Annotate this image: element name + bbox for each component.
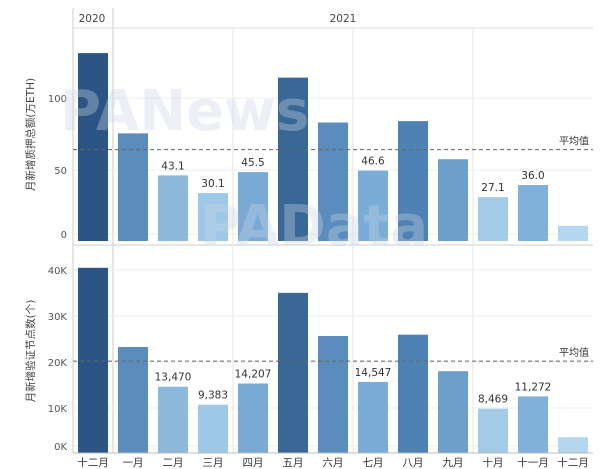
y-tick-label: 40K xyxy=(48,266,68,277)
bar xyxy=(198,193,228,241)
bar xyxy=(318,336,348,453)
bar xyxy=(158,175,188,241)
x-tick-label: 十月 xyxy=(483,456,504,469)
x-tick-label: 十二月 xyxy=(557,456,589,469)
watermark-panews: PANews xyxy=(60,79,309,144)
data-label: 27.1 xyxy=(481,182,504,194)
data-label: 36.0 xyxy=(521,170,544,182)
bar xyxy=(118,347,148,453)
x-tick-label: 七月 xyxy=(363,457,384,469)
x-tick-label: 二月 xyxy=(163,457,184,469)
data-label: 30.1 xyxy=(201,178,224,190)
data-label: 9,383 xyxy=(198,390,228,402)
x-tick-label: 九月 xyxy=(443,457,464,469)
bar xyxy=(118,133,148,241)
bar xyxy=(518,185,548,241)
bar xyxy=(78,267,108,453)
bar xyxy=(518,396,548,453)
bar xyxy=(198,404,228,453)
x-tick-label: 一月 xyxy=(123,457,144,469)
x-tick-label: 五月 xyxy=(283,457,304,469)
bar xyxy=(158,386,188,453)
year-label-2021: 2021 xyxy=(330,13,357,25)
bar xyxy=(558,225,588,241)
bar xyxy=(318,122,348,241)
y-axis-title: 月新增验证节点数(个) xyxy=(24,300,37,403)
y-tick-label: 50 xyxy=(54,166,67,177)
y-tick-label: 0 xyxy=(61,230,67,241)
y-tick-label: 20K xyxy=(48,358,68,369)
average-label: 平均值 xyxy=(559,135,589,148)
average-label: 平均值 xyxy=(559,346,589,359)
bar xyxy=(478,197,508,241)
bar xyxy=(238,383,268,453)
data-label: 13,470 xyxy=(155,372,192,384)
data-label: 11,272 xyxy=(515,381,552,393)
x-axis: 十二月 一月 二月 三月 四月 五月 六月 七月 八月 九月 十月 十一月 十二月 xyxy=(73,452,593,469)
x-tick-label: 十一月 xyxy=(517,456,549,469)
bar xyxy=(438,159,468,241)
data-label: 14,207 xyxy=(235,368,272,380)
bar xyxy=(358,381,388,453)
y-axis-title: 月新增质押总额(万ETH) xyxy=(24,78,37,191)
bar xyxy=(438,371,468,453)
year-header: 2020 2021 xyxy=(79,13,357,25)
panel-top: 0 50 100 月新增质押总额(万ETH) 43.1 30.1 45.5 46.6 27.1 3… xyxy=(24,53,593,242)
bar xyxy=(278,77,308,241)
watermark-padata: PAData xyxy=(200,194,428,259)
bar xyxy=(558,437,588,453)
x-tick-label: 十二月 xyxy=(77,456,109,469)
x-tick-label: 四月 xyxy=(243,457,264,469)
bar xyxy=(78,53,108,242)
bar xyxy=(398,334,428,453)
x-tick-label: 六月 xyxy=(323,457,344,469)
data-label: 8,469 xyxy=(478,394,508,406)
x-tick-label: 三月 xyxy=(203,457,224,469)
year-label-2020: 2020 xyxy=(79,13,106,25)
chart-frame xyxy=(72,8,593,453)
data-label: 14,547 xyxy=(355,367,392,379)
data-label: 46.6 xyxy=(361,156,385,168)
panel-bottom: 0K 10K 20K 30K 40K 月新增验证节点数(个) 13,470 9,383 14,2… xyxy=(24,266,593,453)
y-tick-label: 0K xyxy=(54,442,67,453)
x-tick-label: 八月 xyxy=(403,457,424,469)
bar xyxy=(398,121,428,241)
y-tick-label: 10K xyxy=(48,404,68,415)
bar xyxy=(358,170,388,241)
bar xyxy=(238,172,268,241)
bar xyxy=(278,292,308,453)
data-label: 43.1 xyxy=(161,160,184,172)
data-label: 45.5 xyxy=(241,157,264,169)
bar xyxy=(478,408,508,453)
y-tick-label: 100 xyxy=(48,94,67,105)
y-tick-label: 30K xyxy=(48,312,68,323)
